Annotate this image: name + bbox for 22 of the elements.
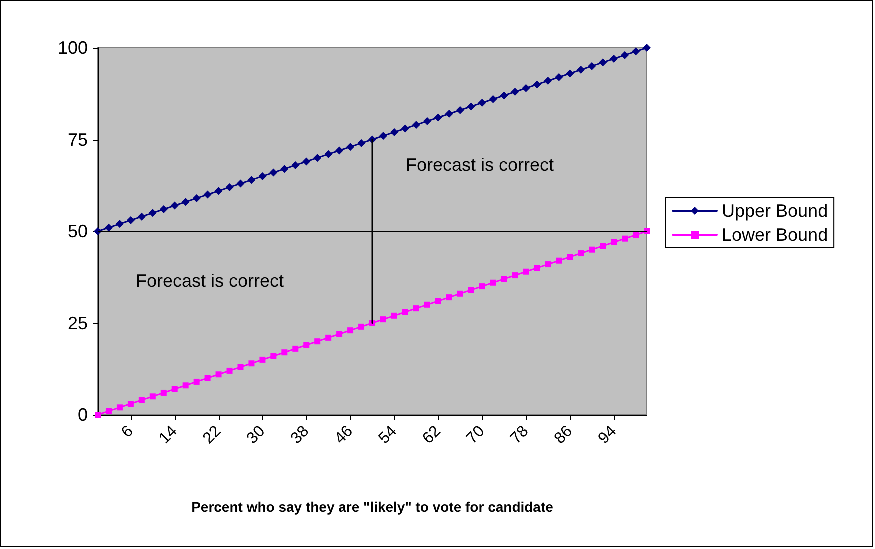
x-tick-label: 86 [552,422,576,448]
x-tick-label: 94 [595,422,620,448]
x-axis-title: Percent who say they are "likely" to vote for candidate [192,499,554,515]
x-tick-label: 62 [420,422,444,448]
x-tick-label: 54 [376,422,401,448]
legend-label: Lower Bound [722,225,828,245]
legend-label: Upper Bound [722,201,828,221]
x-tick-label: 30 [244,422,269,448]
annotation: Forecast is correct [136,271,284,291]
y-tick-label: 100 [58,38,88,58]
y-tick-label: 50 [68,222,88,242]
y-tick-label: 75 [68,130,88,150]
x-tick-label: 46 [332,422,357,448]
x-tick-label: 70 [464,422,488,448]
y-tick-label: 0 [78,405,88,425]
x-tick-label: 14 [156,422,181,448]
annotation: Forecast is correct [406,155,554,175]
y-tick-label: 25 [68,313,88,334]
x-tick-label: 78 [508,422,532,448]
x-tick-label: 6 [118,422,138,442]
x-tick-label: 22 [200,422,225,448]
x-tick-label: 38 [288,422,313,448]
